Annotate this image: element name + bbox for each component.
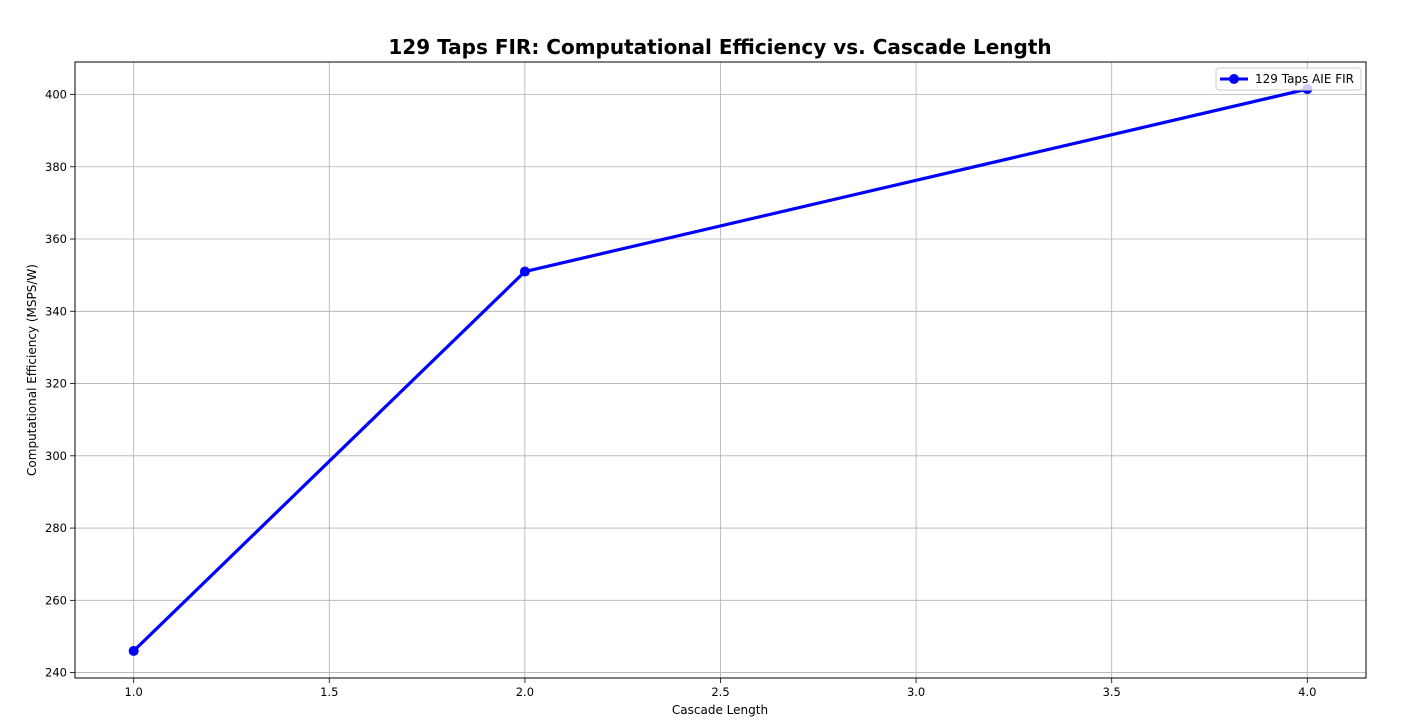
data-point-marker: [519, 266, 530, 277]
y-tick-label: 340: [45, 304, 67, 318]
x-tick-label: 2.0: [516, 685, 534, 699]
x-tick-label: 2.5: [711, 685, 729, 699]
y-tick-label: 400: [45, 88, 67, 102]
y-tick-label: 260: [45, 593, 67, 607]
legend-marker-swatch: [1229, 74, 1239, 84]
legend: 129 Taps AIE FIR: [1215, 67, 1362, 91]
y-tick-label: 240: [45, 666, 67, 680]
x-tick-label: 3.5: [1103, 685, 1121, 699]
x-tick-label: 3.0: [907, 685, 925, 699]
y-tick-label: 320: [45, 377, 67, 391]
y-tick-label: 380: [45, 160, 67, 174]
x-tick-label: 1.5: [320, 685, 338, 699]
x-axis-label: Cascade Length: [672, 703, 768, 717]
y-axis-ticks: 240 260 280 300 320 340 360 380 400: [45, 88, 75, 680]
x-tick-label: 4.0: [1298, 685, 1316, 699]
x-axis-ticks: 1.0 1.5 2.0 2.5 3.0 3.5 4.0: [125, 678, 1316, 699]
legend-frame: [1215, 67, 1362, 91]
data-point-marker: [128, 645, 139, 656]
y-tick-label: 280: [45, 521, 67, 535]
legend-label: 129 Taps AIE FIR: [1255, 72, 1354, 86]
y-axis-label: Computational Efficiency (MSPS/W): [25, 264, 39, 476]
y-tick-label: 300: [45, 449, 67, 463]
grid-lines: [75, 62, 1366, 678]
x-tick-label: 1.0: [125, 685, 143, 699]
chart-title: 129 Taps FIR: Computational Efficiency v…: [388, 35, 1051, 59]
y-tick-label: 360: [45, 232, 67, 246]
